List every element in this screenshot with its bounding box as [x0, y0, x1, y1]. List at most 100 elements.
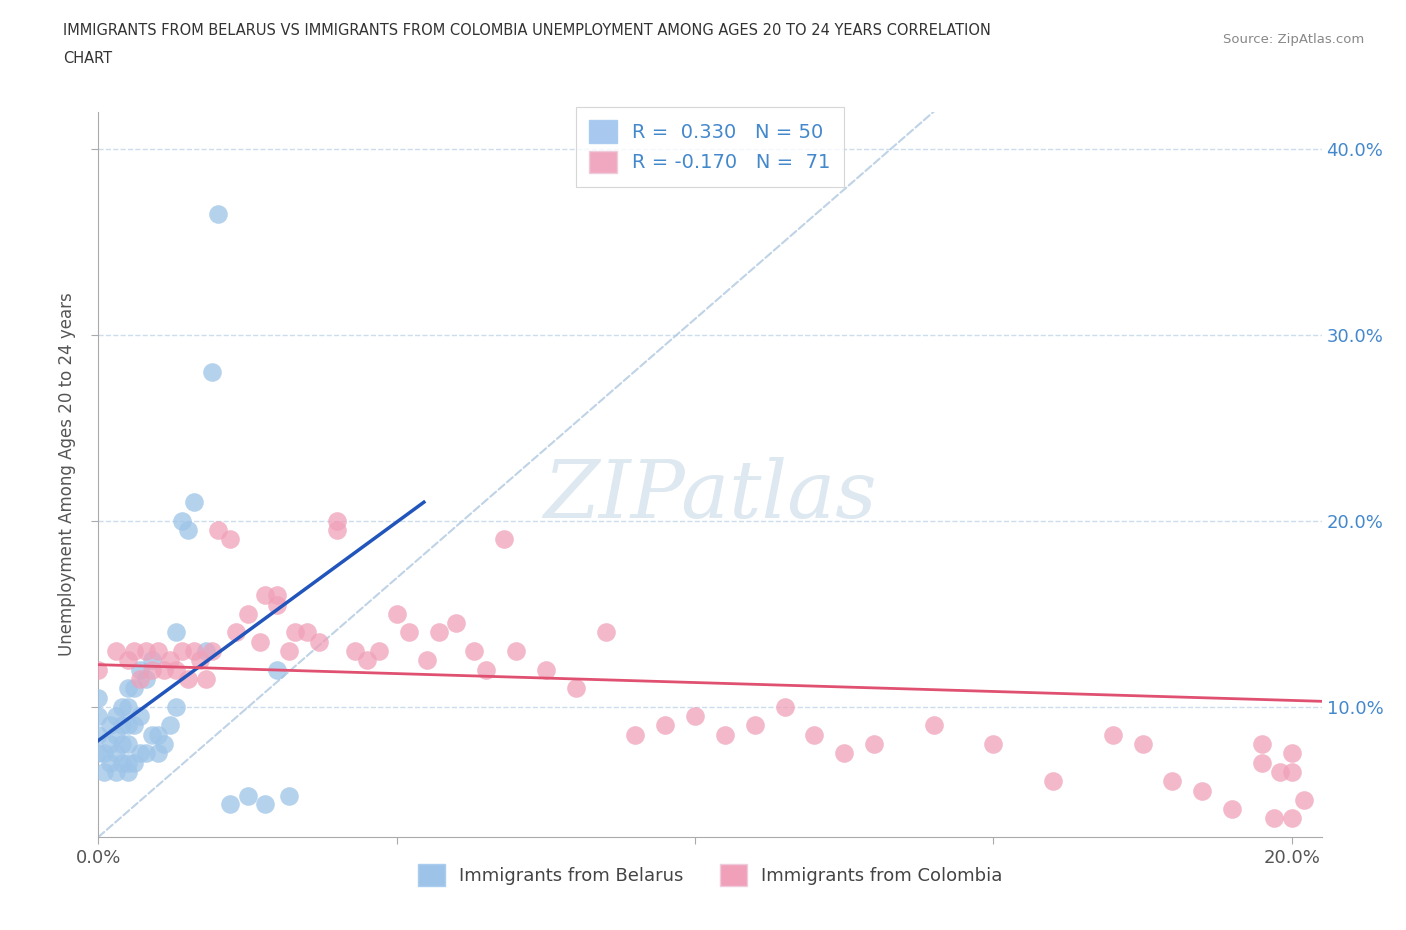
Point [367, 644, 389, 658]
Point [122, 681, 145, 696]
Point [105, 727, 128, 742]
Point [153, 737, 176, 751]
Point [111, 737, 134, 751]
Point [1191, 783, 1213, 798]
Point [93, 746, 115, 761]
Point [1220, 802, 1243, 817]
Point [129, 671, 152, 686]
Point [1042, 774, 1064, 789]
Point [117, 653, 139, 668]
Point [183, 644, 205, 658]
Point [398, 625, 420, 640]
Point [326, 523, 349, 538]
Point [249, 634, 271, 649]
Point [654, 718, 676, 733]
Point [1132, 737, 1154, 751]
Point [111, 718, 134, 733]
Point [201, 365, 224, 379]
Point [141, 727, 163, 742]
Legend: Immigrants from Belarus, Immigrants from Colombia: Immigrants from Belarus, Immigrants from… [411, 857, 1010, 893]
Point [135, 746, 157, 761]
Point [141, 653, 163, 668]
Point [254, 796, 277, 811]
Point [87, 662, 110, 677]
Point [494, 532, 516, 547]
Point [159, 718, 181, 733]
Point [135, 671, 157, 686]
Point [129, 662, 152, 677]
Point [225, 625, 247, 640]
Point [446, 616, 468, 631]
Point [146, 727, 169, 742]
Point [278, 644, 301, 658]
Point [170, 644, 193, 658]
Point [105, 764, 128, 779]
Point [105, 709, 128, 724]
Point [595, 625, 617, 640]
Point [165, 699, 187, 714]
Text: IMMIGRANTS FROM BELARUS VS IMMIGRANTS FROM COLOMBIA UNEMPLOYMENT AMONG AGES 20 T: IMMIGRANTS FROM BELARUS VS IMMIGRANTS FR… [63, 23, 991, 38]
Point [1263, 811, 1285, 826]
Point [1268, 764, 1291, 779]
Point [1281, 811, 1303, 826]
Point [117, 699, 139, 714]
Point [356, 653, 378, 668]
Point [683, 709, 706, 724]
Point [87, 690, 110, 705]
Point [236, 606, 259, 621]
Point [343, 644, 366, 658]
Point [207, 523, 229, 538]
Point [565, 681, 588, 696]
Point [98, 718, 121, 733]
Point [505, 644, 527, 658]
Point [194, 644, 217, 658]
Point [165, 662, 187, 677]
Point [1101, 727, 1123, 742]
Point [117, 737, 139, 751]
Point [415, 653, 437, 668]
Point [427, 625, 450, 640]
Point [105, 644, 128, 658]
Point [534, 662, 557, 677]
Point [326, 513, 349, 528]
Point [1251, 755, 1274, 770]
Point [153, 662, 176, 677]
Point [201, 644, 224, 658]
Point [117, 681, 139, 696]
Point [1281, 764, 1303, 779]
Point [1251, 737, 1274, 751]
Point [117, 764, 139, 779]
Y-axis label: Unemployment Among Ages 20 to 24 years: Unemployment Among Ages 20 to 24 years [58, 292, 76, 657]
Point [165, 625, 187, 640]
Point [236, 789, 259, 804]
Point [284, 625, 307, 640]
Point [146, 644, 169, 658]
Point [98, 755, 121, 770]
Point [803, 727, 825, 742]
Point [297, 625, 319, 640]
Point [714, 727, 737, 742]
Point [188, 653, 211, 668]
Point [1281, 746, 1303, 761]
Point [463, 644, 485, 658]
Point [117, 718, 139, 733]
Point [141, 662, 163, 677]
Point [98, 737, 121, 751]
Point [87, 709, 110, 724]
Point [122, 718, 145, 733]
Point [385, 606, 408, 621]
Point [863, 737, 886, 751]
Point [278, 789, 301, 804]
Point [122, 644, 145, 658]
Point [177, 523, 200, 538]
Point [207, 206, 229, 221]
Point [129, 746, 152, 761]
Point [170, 513, 193, 528]
Point [744, 718, 766, 733]
Point [146, 746, 169, 761]
Point [773, 699, 796, 714]
Point [308, 634, 330, 649]
Point [832, 746, 855, 761]
Point [135, 644, 157, 658]
Point [111, 755, 134, 770]
